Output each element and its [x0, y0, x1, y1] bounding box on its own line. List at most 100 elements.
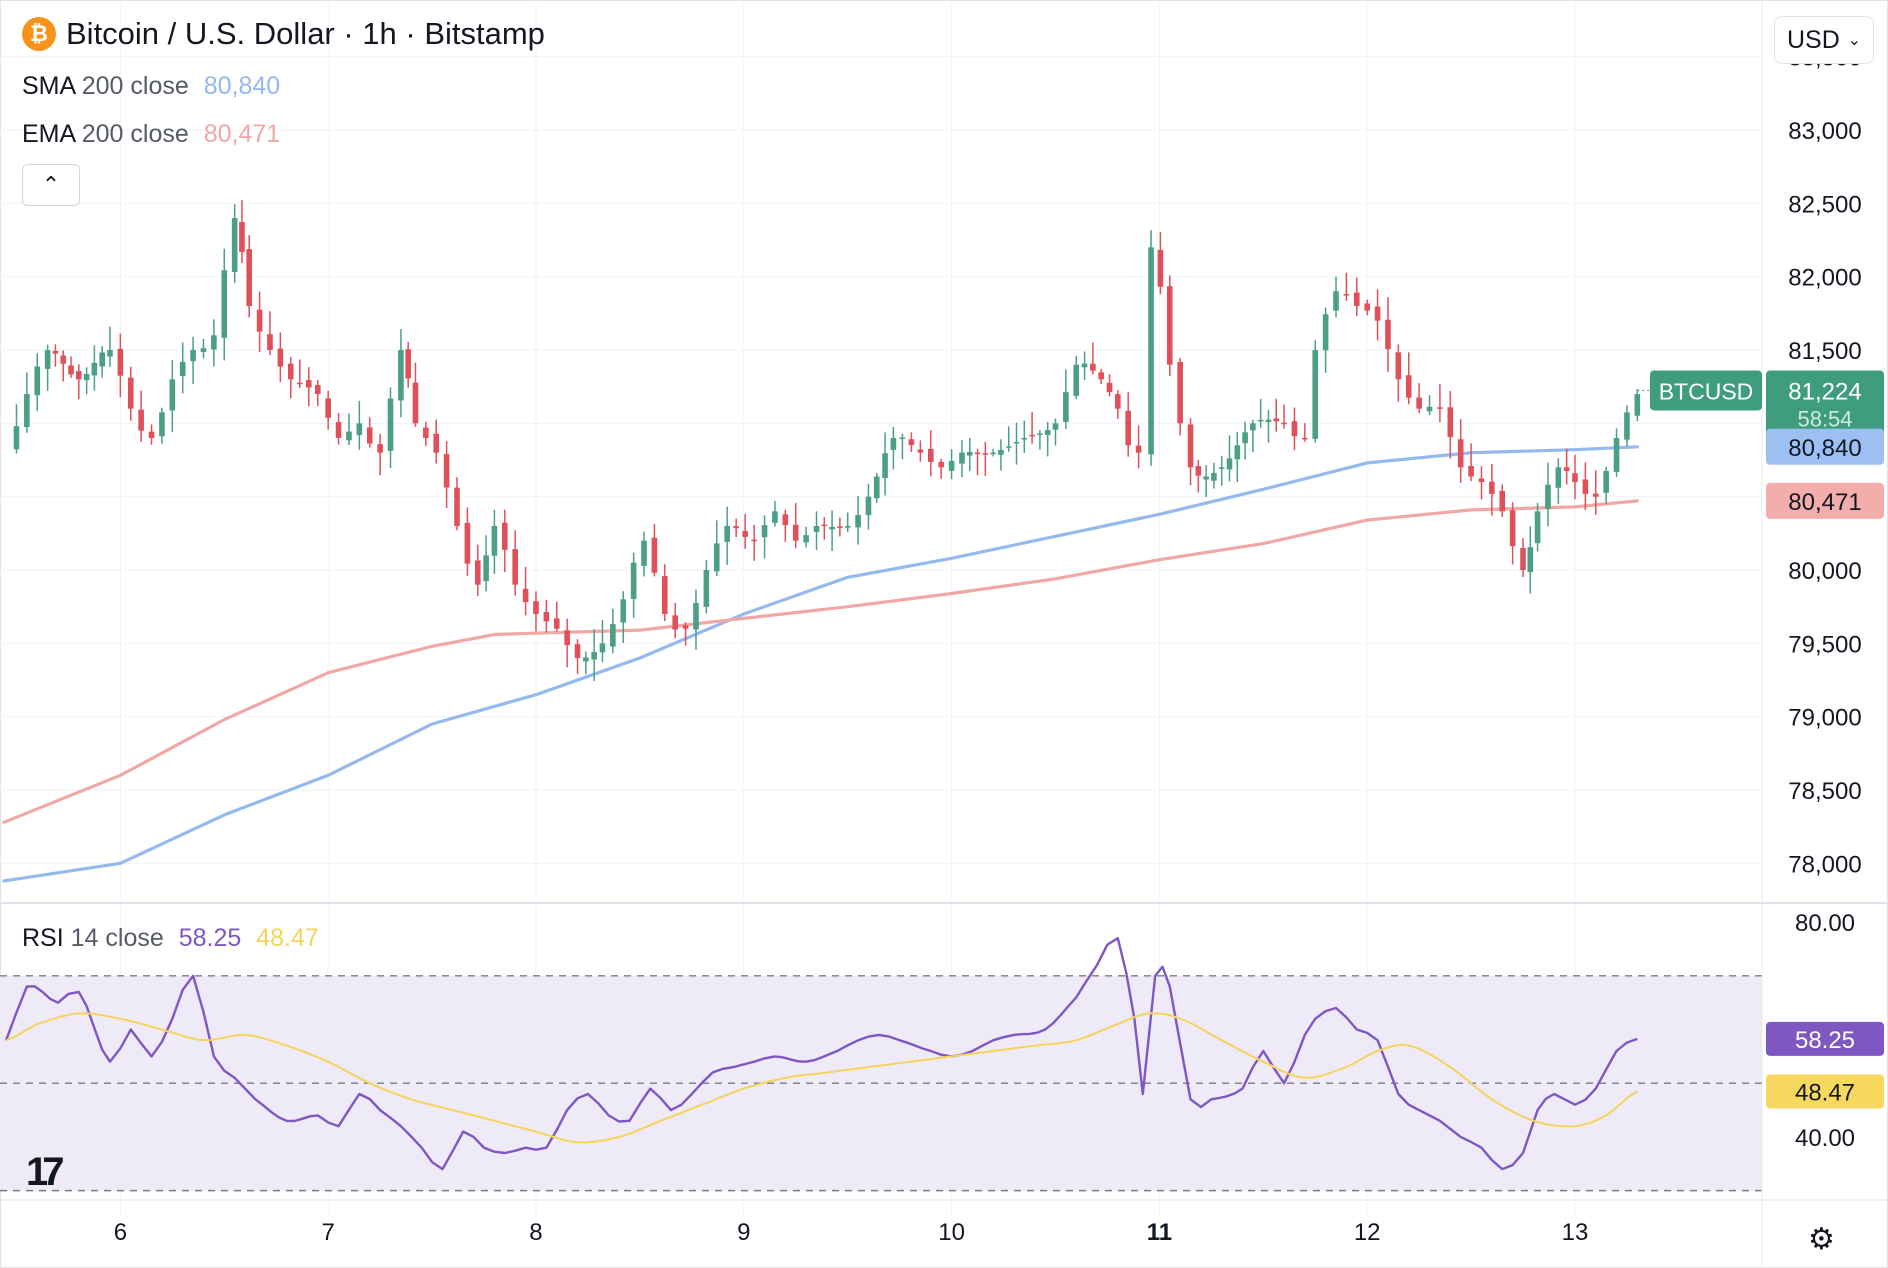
candle-body	[1364, 303, 1370, 311]
candle-body	[908, 439, 915, 446]
time-axis-label: 6	[114, 1219, 127, 1246]
candle-body	[733, 526, 739, 529]
candle-body	[693, 603, 699, 630]
candle-body	[1029, 434, 1035, 437]
candle-body	[1489, 481, 1495, 494]
rsi-params: 14 close	[70, 924, 164, 952]
candle-body	[948, 460, 955, 471]
candle-body	[792, 524, 799, 541]
candle-body	[1166, 286, 1173, 365]
candle-body	[246, 249, 253, 306]
candle-body	[1457, 439, 1464, 468]
candle-body	[491, 526, 498, 556]
candle-body	[1218, 467, 1225, 469]
candle-body	[1322, 314, 1329, 351]
currency-select[interactable]: USD ⌄	[1774, 16, 1874, 64]
price-axis-label: 78,000	[1788, 851, 1861, 878]
candle-body	[464, 522, 471, 564]
candle-body	[239, 222, 245, 252]
candle-body	[917, 449, 924, 453]
candle-body	[335, 422, 342, 438]
candle-body	[190, 350, 196, 362]
rsi-value: 58.25	[178, 924, 242, 952]
ema-value: 80,471	[203, 120, 281, 148]
candle-body	[543, 611, 550, 622]
sma-200-line	[2, 445, 1639, 883]
ema-params: 200 close	[81, 120, 189, 148]
candle-body	[1534, 511, 1541, 544]
candle-body	[1135, 445, 1142, 453]
candle-body	[1437, 407, 1443, 409]
rsi-ma-badge: 48.47	[1795, 1079, 1855, 1106]
candle-body	[966, 451, 973, 456]
candle-body	[405, 349, 411, 379]
candle-body	[325, 398, 331, 418]
rsi-label: RSI	[22, 924, 64, 952]
candle-body	[803, 535, 809, 543]
candle-body	[211, 335, 217, 350]
collapse-legend-button[interactable]: ⌃	[22, 164, 80, 206]
candle-body	[772, 511, 778, 523]
candle-body	[564, 630, 570, 646]
candle-body	[296, 382, 303, 385]
candle-body	[1343, 294, 1350, 296]
candle-body	[138, 409, 144, 431]
candle-body	[1468, 465, 1474, 477]
candle-body	[1073, 364, 1080, 396]
candle-body	[1177, 361, 1183, 424]
chart-title[interactable]: Bitcoin / U.S. Dollar · 1h · Bitstamp	[66, 16, 545, 51]
candle-body	[1416, 397, 1422, 409]
chevron-down-icon: ⌄	[1847, 32, 1861, 49]
rsi-ma-badge-bg	[1766, 1074, 1884, 1109]
candle-body	[423, 427, 429, 438]
candle-body	[179, 361, 186, 377]
candle-body	[1203, 476, 1209, 480]
candle-body	[1090, 363, 1096, 371]
candle-body	[277, 348, 284, 367]
candle-body	[899, 437, 906, 439]
candle-body	[231, 218, 238, 272]
candle-body	[1226, 458, 1233, 470]
sma-params: 200 close	[81, 72, 189, 100]
candle-body	[256, 309, 263, 332]
candle-body	[662, 576, 668, 614]
candle-body	[1273, 418, 1280, 422]
sma-label: SMA	[22, 72, 75, 100]
settings-gear-icon[interactable]: ⚙	[1808, 1223, 1835, 1256]
candle-body	[641, 540, 647, 566]
rsi-pane[interactable]	[0, 975, 1762, 1192]
ema-legend[interactable]: EMA 200 close 80,471	[22, 120, 280, 149]
candle-body	[599, 643, 606, 653]
candle-body	[1333, 291, 1339, 311]
candle-body	[1063, 392, 1069, 422]
candle-body	[1013, 442, 1020, 444]
candle-body	[1545, 484, 1551, 509]
candle-body	[1115, 394, 1121, 409]
candle-body	[1520, 548, 1526, 570]
candle-body	[553, 618, 560, 629]
time-axis-label: 8	[529, 1219, 542, 1246]
sma-legend[interactable]: SMA 200 close 80,840	[22, 72, 280, 101]
candle-body	[1291, 421, 1298, 437]
candlestick-series[interactable]	[13, 199, 1641, 682]
candle-body	[610, 624, 616, 647]
candle-body	[620, 599, 627, 623]
candle-body	[1234, 445, 1241, 460]
candle-body	[1302, 437, 1308, 440]
candle-body	[377, 444, 383, 453]
candle-body	[1044, 430, 1051, 435]
rsi-badge-bg	[1766, 1021, 1884, 1056]
candle-body	[287, 363, 294, 380]
candle-body	[1052, 423, 1059, 430]
candle-body	[724, 526, 730, 542]
tradingview-logo-icon[interactable]: 17	[26, 1150, 64, 1194]
rsi-ma-value: 48.47	[256, 924, 319, 952]
rsi-background-band	[0, 975, 1762, 1191]
candle-body	[1527, 547, 1534, 573]
candle-body	[221, 270, 228, 338]
candle-body	[1613, 438, 1620, 472]
rsi-legend[interactable]: RSI 14 close 58.25 48.47	[22, 924, 319, 953]
candle-body	[1081, 363, 1088, 368]
symbol-badge: BTCUSD	[1659, 378, 1754, 404]
